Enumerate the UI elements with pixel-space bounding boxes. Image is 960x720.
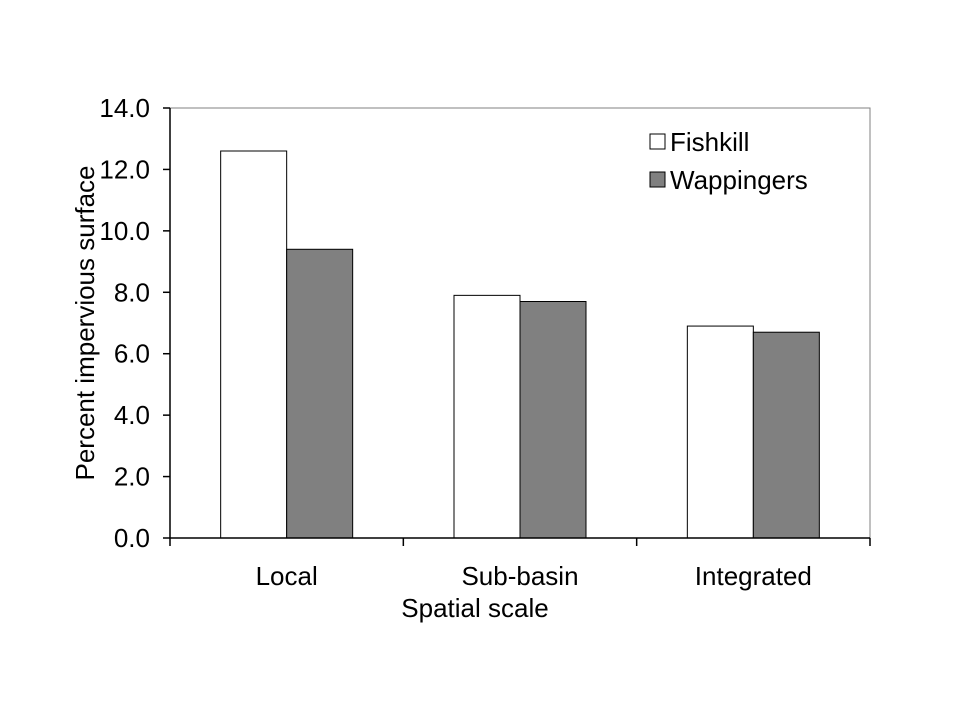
bars-layer	[220, 150, 820, 539]
legend: Fishkill Wappingers	[649, 127, 808, 195]
x-tick-label: Local	[256, 561, 318, 591]
y-tick-label: 14.0	[99, 93, 150, 123]
x-axis-title: Spatial scale	[401, 593, 548, 623]
axes-layer: 0.0 2.0 4.0 6.0 8.0 10.0 12.0 14.0 Local Sub-basi…	[99, 93, 871, 591]
legend-label: Wappingers	[670, 165, 808, 195]
y-tick-label: 10.0	[99, 216, 150, 246]
y-tick-label: 12.0	[99, 154, 150, 184]
y-tick-label: 8.0	[114, 277, 150, 307]
bar-wappingers-integrated	[752, 331, 820, 539]
y-tick-label: 4.0	[114, 400, 150, 430]
x-tick-label: Sub-basin	[461, 561, 578, 591]
legend-swatch	[649, 171, 666, 188]
y-axis-title: Percent impervious surface	[70, 165, 100, 480]
y-tick-label: 0.0	[114, 523, 150, 553]
bar-fishkill-local	[220, 150, 288, 539]
bar-wappingers-sub-basin	[519, 301, 587, 539]
bar-fishkill-sub-basin	[453, 294, 521, 539]
y-tick-label: 6.0	[114, 339, 150, 369]
x-tick-label: Integrated	[695, 561, 812, 591]
bar-fishkill-integrated	[686, 325, 754, 539]
y-tick-label: 2.0	[114, 462, 150, 492]
legend-label: Fishkill	[670, 127, 749, 157]
bar-wappingers-local	[286, 248, 354, 539]
legend-swatch	[649, 133, 666, 150]
